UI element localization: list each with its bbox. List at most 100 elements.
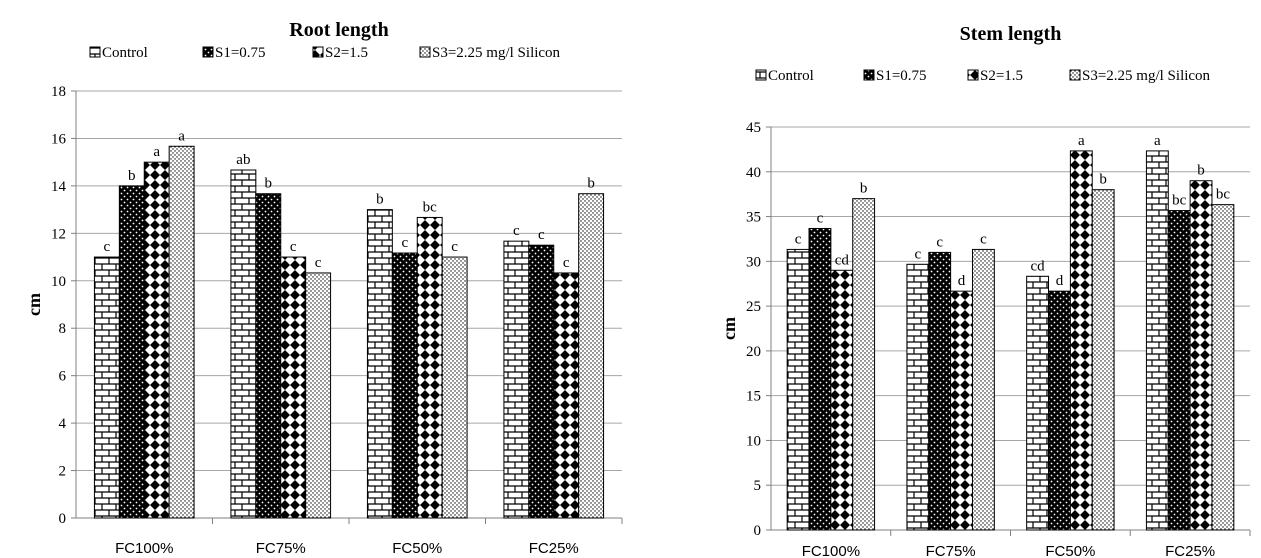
x-tick-label: FC25% bbox=[529, 540, 579, 557]
legend-swatch bbox=[202, 46, 214, 58]
data-label: b bbox=[1099, 172, 1107, 188]
data-label: bc bbox=[423, 199, 438, 215]
y-tick-label: 4 bbox=[59, 416, 67, 432]
bar bbox=[441, 256, 468, 519]
bar bbox=[1048, 290, 1071, 531]
bar bbox=[143, 161, 170, 519]
chart-title: Root length bbox=[289, 19, 388, 41]
y-tick-label: 6 bbox=[59, 369, 67, 385]
x-tick-label: FC100% bbox=[802, 543, 860, 558]
y-tick-label: 8 bbox=[59, 321, 67, 337]
bar bbox=[1091, 189, 1115, 531]
data-label: c bbox=[315, 255, 322, 271]
legend-entry: S3=2.25 mg/l Silicon bbox=[1082, 68, 1211, 84]
y-tick-label: 5 bbox=[754, 478, 762, 494]
data-label: cd bbox=[835, 252, 850, 268]
data-label: c bbox=[104, 239, 111, 255]
y-tick-label: 40 bbox=[746, 165, 761, 181]
y-axis-label: cm bbox=[24, 293, 44, 316]
bar bbox=[528, 244, 555, 519]
legend-swatch bbox=[419, 46, 431, 58]
bar bbox=[305, 272, 332, 519]
data-label: c bbox=[817, 210, 824, 226]
x-tick-label: FC75% bbox=[926, 543, 976, 558]
y-tick-label: 45 bbox=[746, 120, 761, 136]
root-length-chart: Root length Control S1=0.75 S2=1.5 S3=2.25 m… bbox=[24, 19, 623, 557]
y-tick-label: 10 bbox=[746, 433, 761, 449]
data-label: c bbox=[795, 231, 802, 247]
chart-title: Stem length bbox=[960, 23, 1062, 45]
legend-swatch bbox=[967, 69, 979, 81]
legend-swatch bbox=[89, 46, 101, 58]
bar bbox=[391, 252, 418, 519]
bar bbox=[928, 251, 952, 531]
data-label: c bbox=[936, 234, 943, 250]
x-tick-label: FC75% bbox=[256, 540, 306, 557]
stem-length-chart: Stem length Control S1=0.75 S2=1.5 S3=2.25 m… bbox=[719, 23, 1251, 558]
bar bbox=[1026, 275, 1050, 531]
data-label: d bbox=[1056, 273, 1064, 289]
bar bbox=[578, 193, 605, 519]
x-tick-label: FC25% bbox=[1165, 543, 1215, 558]
x-tick-label: FC50% bbox=[1045, 543, 1095, 558]
data-label: a bbox=[178, 128, 185, 144]
data-label: b bbox=[128, 168, 136, 184]
y-tick-label: 16 bbox=[51, 131, 67, 147]
data-label: a bbox=[1078, 133, 1085, 149]
legend-entry: Control bbox=[768, 68, 814, 84]
data-label: c bbox=[915, 246, 922, 262]
data-label: c bbox=[451, 239, 458, 255]
data-label: a bbox=[153, 144, 160, 160]
y-tick-label: 20 bbox=[746, 344, 761, 360]
legend-swatch bbox=[1069, 69, 1081, 81]
bar bbox=[1167, 210, 1191, 531]
bar bbox=[1145, 150, 1169, 531]
data-label: c bbox=[563, 255, 570, 271]
legend-swatch bbox=[863, 69, 875, 81]
data-label: ab bbox=[236, 152, 250, 168]
bar bbox=[118, 185, 145, 519]
bar bbox=[280, 256, 307, 519]
bar bbox=[971, 248, 995, 531]
legend-entry: S3=2.25 mg/l Silicon bbox=[432, 45, 561, 61]
data-label: c bbox=[538, 227, 545, 243]
bar bbox=[852, 198, 876, 531]
y-tick-label: 2 bbox=[59, 464, 67, 480]
x-tick-label: FC50% bbox=[392, 540, 442, 557]
y-tick-label: 15 bbox=[746, 389, 761, 405]
bar bbox=[503, 240, 530, 519]
y-axis-label: cm bbox=[719, 317, 739, 340]
y-tick-label: 0 bbox=[754, 523, 762, 539]
bar bbox=[1069, 150, 1093, 531]
data-label: bc bbox=[1216, 187, 1231, 203]
bar bbox=[950, 290, 973, 531]
data-label: b bbox=[587, 176, 595, 192]
data-label: b bbox=[376, 192, 384, 208]
legend-swatch bbox=[755, 69, 767, 81]
bar bbox=[1211, 204, 1235, 531]
data-label: d bbox=[958, 273, 966, 289]
data-label: a bbox=[1154, 133, 1161, 149]
y-tick-label: 0 bbox=[59, 511, 67, 527]
bar bbox=[830, 269, 854, 531]
bar bbox=[255, 193, 282, 519]
bar bbox=[168, 145, 195, 519]
legend-entry: S2=1.5 bbox=[325, 45, 368, 61]
bar bbox=[416, 216, 443, 519]
data-label: c bbox=[290, 239, 297, 255]
y-tick-label: 25 bbox=[746, 299, 761, 315]
legend-entry: S1=0.75 bbox=[876, 68, 927, 84]
y-tick-label: 35 bbox=[746, 210, 761, 226]
y-tick-label: 10 bbox=[51, 274, 66, 290]
bar bbox=[906, 263, 930, 531]
bar bbox=[366, 209, 393, 519]
y-tick-label: 14 bbox=[51, 179, 67, 195]
data-label: bc bbox=[1172, 193, 1187, 209]
data-label: c bbox=[401, 235, 408, 251]
bar bbox=[808, 227, 832, 531]
y-tick-label: 18 bbox=[51, 84, 66, 100]
bar bbox=[1189, 180, 1213, 531]
data-label: b bbox=[1197, 163, 1205, 179]
bar bbox=[786, 248, 810, 531]
